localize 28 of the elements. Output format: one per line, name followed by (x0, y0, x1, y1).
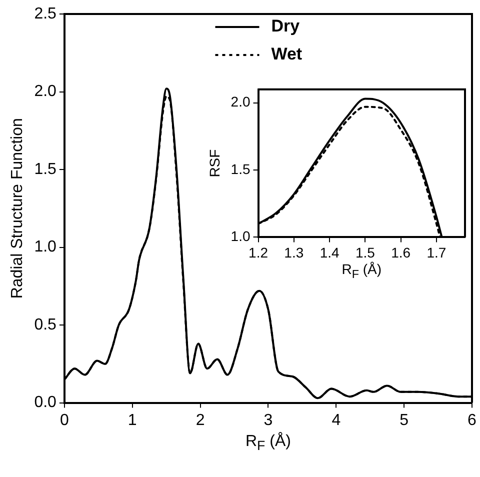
y-axis-title: Radial Structure Function (9, 118, 26, 299)
x-tick-label: 1 (128, 412, 137, 429)
y-tick-label: 1.0 (34, 238, 57, 256)
y-tick-label: 0.0 (34, 394, 57, 412)
legend-label: Wet (271, 44, 302, 64)
legend-label: Dry (271, 16, 300, 36)
x-tick-label: 2 (196, 412, 205, 429)
x-tick-label: 1.4 (320, 244, 340, 260)
x-tick-label: 1.6 (391, 244, 411, 260)
y-tick-label: 1.5 (230, 160, 250, 177)
y-tick-label: 2.0 (230, 94, 250, 110)
x-tick-label: 1.3 (284, 244, 304, 260)
x-axis-title: R$_{F}$ (Å) (342, 261, 382, 281)
y-axis-title: RSF (206, 149, 222, 178)
y-tick-label: 0.5 (34, 316, 57, 334)
y-tick-label: 2.0 (34, 83, 57, 100)
x-axis-title: R$_{F}$ (Å) (245, 432, 291, 453)
x-tick-label: 6 (468, 412, 477, 429)
y-tick-label: 1.5 (34, 160, 57, 178)
y-tick-label: 1.0 (230, 228, 250, 244)
x-tick-label: 1.7 (426, 244, 446, 260)
x-tick-label: 5 (400, 412, 409, 429)
x-tick-label: 4 (332, 412, 341, 429)
x-tick-label: 3 (264, 412, 273, 429)
x-tick-label: 1.5 (355, 244, 376, 260)
x-tick-label: 1.2 (248, 244, 268, 260)
y-tick-label: 2.5 (34, 5, 57, 22)
x-tick-label: 0 (60, 412, 69, 429)
